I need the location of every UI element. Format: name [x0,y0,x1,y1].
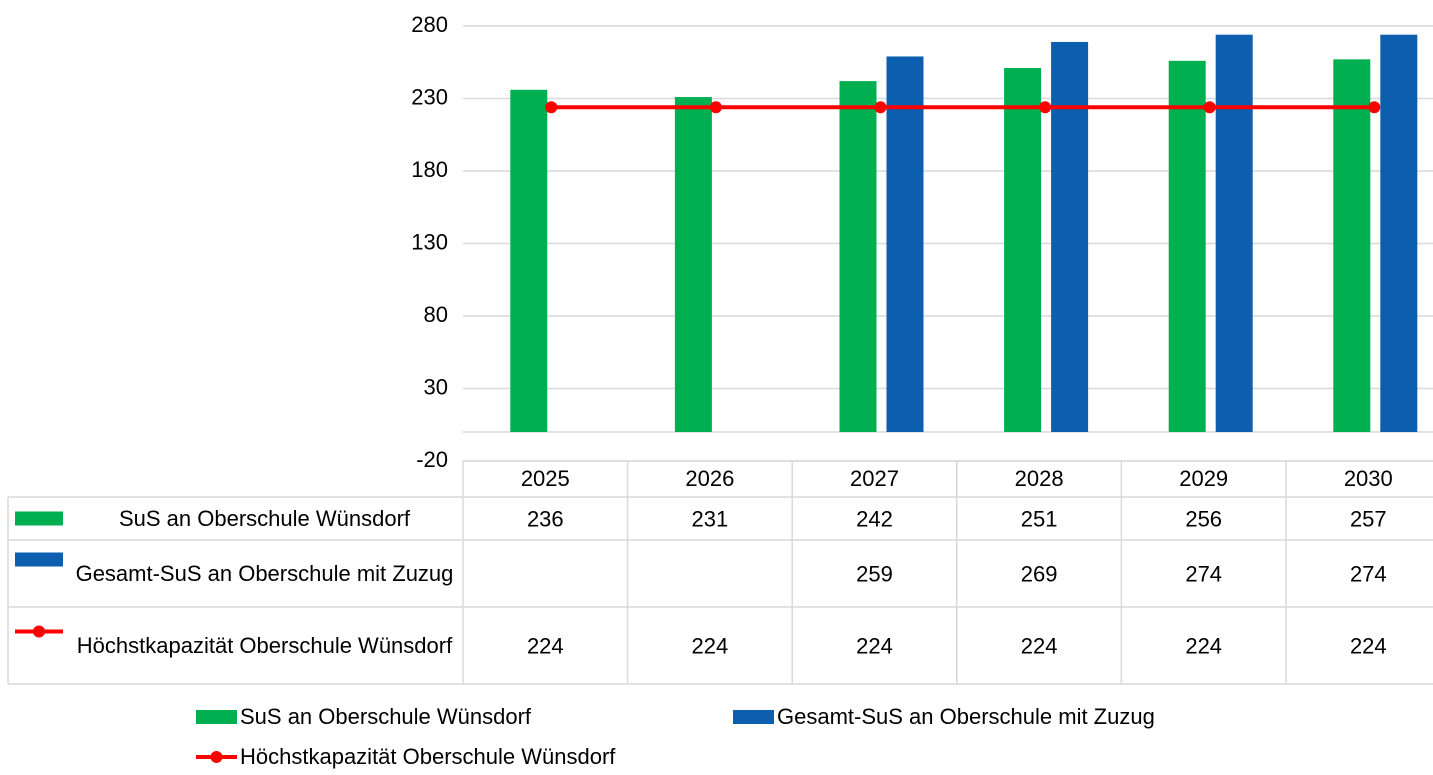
bar [1215,34,1253,432]
bar [886,56,924,432]
table-row-label-box: SuS an Oberschule Wünsdorf [118,505,411,531]
table-cell: 256 [1185,506,1222,531]
y-tick-label: -20 [416,447,448,472]
line-marker [545,101,558,114]
legend-swatch [196,710,237,724]
table-row-label: SuS an Oberschule Wünsdorf [118,505,411,531]
x-tick-label: 2028 [1015,466,1064,491]
legend-swatch [733,710,774,724]
table-cell: 224 [856,633,893,658]
bar [1380,34,1418,432]
bar [510,89,548,433]
table-cell: 224 [692,633,729,658]
table-cell: 242 [856,506,893,531]
bar [1004,68,1042,433]
legend-label: SuS an Oberschule Wünsdorf [240,704,532,729]
y-tick-label: 80 [424,302,448,327]
y-tick-label: 30 [424,374,448,399]
x-tick-label: 2025 [521,466,570,491]
table-cell: 251 [1021,506,1058,531]
table-cell: 259 [856,561,893,586]
line-marker [1039,101,1052,114]
table-row-label: Gesamt-SuS an Oberschule mit Zuzug [75,560,454,586]
line-marker [709,101,722,114]
table-cell: 274 [1185,561,1222,586]
y-tick-label: 280 [411,12,448,37]
table-cell: 269 [1021,561,1058,586]
x-tick-label: 2027 [850,466,899,491]
table-cell: 224 [527,633,564,658]
line-marker [1203,101,1216,114]
legend-label: Höchstkapazität Oberschule Wünsdorf [240,744,616,769]
table-row-label-box: Gesamt-SuS an Oberschule mit Zuzug [75,560,454,586]
legend-marker [210,751,223,763]
y-tick-label: 230 [411,84,448,109]
bar [839,81,877,432]
legend-label: Gesamt-SuS an Oberschule mit Zuzug [777,704,1155,729]
table-cell: 231 [692,506,729,531]
legend-swatch [15,552,63,567]
table-row-label: Höchstkapazität Oberschule Wünsdorf [76,632,453,658]
bar [1051,41,1089,432]
x-tick-label: 2026 [685,466,734,491]
line-marker [874,101,887,114]
table-cell: 224 [1021,633,1058,658]
table-row-label-box: Höchstkapazität Oberschule Wünsdorf [76,632,453,658]
bar [1333,59,1371,432]
legend-marker [33,625,45,638]
table-cell: 236 [527,506,564,531]
bar [674,97,712,433]
table-cell: 274 [1350,561,1387,586]
bar [1168,60,1206,433]
x-tick-label: 2029 [1179,466,1228,491]
table-cell: 224 [1350,633,1387,658]
x-tick-label: 2030 [1344,466,1393,491]
table-cell: 257 [1350,506,1387,531]
legend-swatch [15,511,63,526]
line-marker [1368,101,1381,114]
y-tick-label: 130 [411,229,448,254]
y-tick-label: 180 [411,157,448,182]
table-cell: 224 [1185,633,1222,658]
